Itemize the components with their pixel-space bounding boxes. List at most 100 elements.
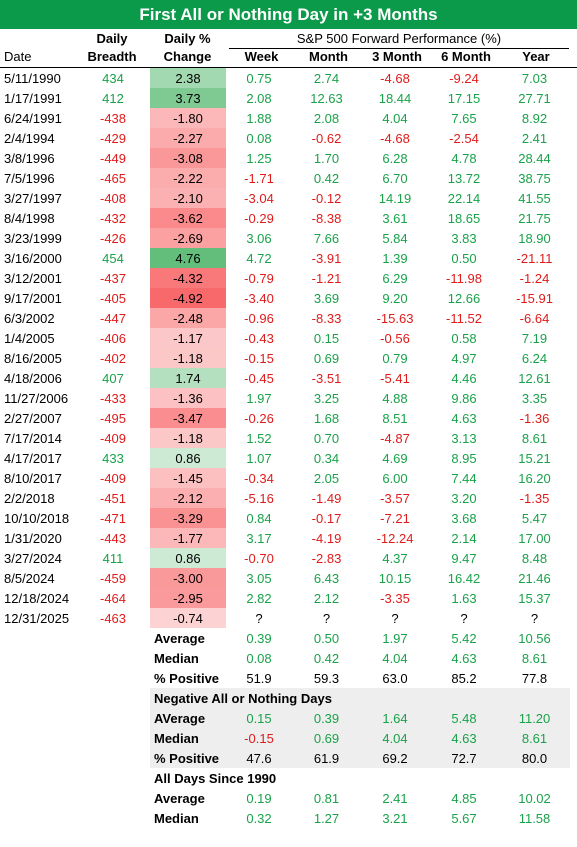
date-cell: 6/3/2002	[4, 310, 55, 326]
header-date: Date	[4, 49, 32, 64]
fwd-month-cell: -2.83	[311, 550, 342, 566]
summary-all-month-value: 0.50	[313, 630, 340, 646]
table-row: 8/16/2005 -402 -1.18 -0.15 0.69 0.79 4.97 6.24	[0, 348, 570, 368]
fwd-6month-cell: -11.98	[446, 270, 482, 286]
change-cell: -2.22	[150, 168, 226, 188]
fwd-week-cell: 0.75	[246, 70, 272, 86]
summary-all-days-row: Median 0.32 1.27 3.21 5.67 11.58	[0, 808, 570, 828]
fwd-3month-cell: 4.37	[382, 550, 408, 566]
header-breadth-line2: Breadth	[87, 49, 137, 64]
table-row: 2/2/2018 -451 -2.12 -5.16 -1.49 -3.57 3.20 -1.3…	[0, 488, 570, 508]
fwd-6month-cell: 4.63	[451, 410, 477, 426]
fwd-year-cell: 8.61	[521, 430, 548, 446]
fwd-year-cell: 21.46	[518, 570, 551, 586]
date-cell: 3/27/2024	[4, 550, 62, 566]
breadth-cell: -405	[99, 290, 127, 306]
spacer-cell	[76, 768, 150, 788]
change-cell: 0.86	[150, 548, 226, 568]
spacer-cell	[0, 768, 76, 788]
header-change-line1: Daily %	[164, 31, 211, 46]
fwd-month-cell: 12.63	[310, 90, 343, 106]
date-cell: 8/5/2024	[4, 570, 55, 586]
fwd-3month-cell: -0.56	[380, 330, 410, 346]
change-cell: -0.74	[150, 608, 226, 628]
date-cell: 2/4/1994	[4, 130, 55, 146]
fwd-month-cell: 1.68	[313, 410, 340, 426]
fwd-year-cell: 3.35	[521, 390, 548, 406]
fwd-3month-cell: 18.44	[378, 90, 412, 106]
change-cell: -2.10	[150, 188, 226, 208]
header-change-line2: Change	[163, 49, 212, 64]
breadth-cell: -471	[99, 510, 127, 526]
fwd-3month-cell: 6.29	[382, 270, 408, 286]
fwd-month-cell: -0.12	[311, 190, 342, 206]
spacer-cell	[76, 668, 150, 688]
fwd-6month-cell: 13.72	[447, 170, 481, 186]
fwd-week-cell: 3.06	[246, 230, 272, 246]
change-cell: -2.69	[150, 228, 226, 248]
spacer-cell	[76, 708, 150, 728]
fwd-6month-cell: 0.58	[451, 330, 477, 346]
change-cell: -4.32	[150, 268, 226, 288]
fwd-week-cell: -0.43	[244, 330, 274, 346]
fwd-month-cell: -0.62	[311, 130, 342, 146]
date-cell: 2/2/2018	[4, 490, 55, 506]
date-cell: 7/5/1996	[4, 170, 55, 186]
fwd-6month-cell: 3.20	[451, 490, 477, 506]
change-cell: -1.36	[150, 388, 226, 408]
fwd-6month-cell: 3.13	[451, 430, 477, 446]
table-row: 7/5/1996 -465 -2.22 -1.71 0.42 6.70 13.72 38.75	[0, 168, 570, 188]
date-cell: 11/27/2006	[4, 390, 69, 406]
fwd-6month-cell: 16.42	[447, 570, 481, 586]
summary-negative-row: % Positive 47.6 61.9 69.2 72.7 80.0	[0, 748, 570, 768]
fwd-3month-cell: ?	[391, 610, 399, 626]
spacer-cell	[0, 808, 76, 828]
fwd-year-cell: ?	[530, 610, 539, 626]
fwd-year-cell: 8.92	[521, 110, 548, 126]
table-row: 7/17/2014 -409 -1.18 1.52 0.70 -4.87 3.13 8.61	[0, 428, 570, 448]
fwd-3month-cell: -4.68	[380, 130, 410, 146]
breadth-cell: -443	[99, 530, 127, 546]
fwd-3month-cell: 5.84	[382, 230, 408, 246]
fwd-week-cell: -0.29	[244, 210, 274, 226]
fwd-month-cell: -8.33	[311, 310, 342, 326]
summary-all-days-6month-value: 4.85	[451, 790, 477, 806]
spacer-cell	[0, 708, 76, 728]
fwd-week-cell: 2.82	[246, 590, 272, 606]
fwd-month-cell: 2.74	[313, 70, 340, 86]
fwd-week-cell: -1.71	[244, 170, 274, 186]
fwd-3month-cell: 4.88	[382, 390, 408, 406]
summary-all-row: % Positive 51.9 59.3 63.0 85.2 77.8	[0, 668, 570, 688]
summary-negative-year-value: 8.61	[499, 728, 570, 748]
fwd-3month-cell: -4.87	[380, 430, 410, 446]
summary-all-6month-value: 4.63	[451, 650, 477, 666]
summary-all-month-value: 59.3	[313, 670, 340, 686]
fwd-year-cell: -1.24	[519, 270, 550, 286]
date-cell: 8/16/2005	[4, 350, 62, 366]
summary-all-3month-value: 4.04	[382, 650, 408, 666]
fwd-3month-cell: -7.21	[380, 510, 410, 526]
fwd-month-cell: -3.91	[311, 250, 342, 266]
page-title: First All or Nothing Day in +3 Months	[0, 0, 577, 29]
header-month: Month	[309, 49, 348, 64]
summary-negative-month-value: 61.9	[292, 748, 361, 768]
fwd-week-cell: -0.34	[244, 470, 274, 486]
spacer-cell	[76, 808, 150, 828]
fwd-3month-cell: 14.19	[378, 190, 412, 206]
fwd-week-cell: 2.08	[246, 90, 272, 106]
table-row: 4/17/2017 433 0.86 1.07 0.34 4.69 8.95 15.21	[0, 448, 570, 468]
change-cell: 0.86	[150, 448, 226, 468]
fwd-year-cell: 28.44	[518, 150, 551, 166]
breadth-cell: -409	[99, 430, 127, 446]
fwd-month-cell: 2.08	[313, 110, 340, 126]
fwd-year-cell: 15.37	[518, 590, 551, 606]
header-bottom-rule	[0, 67, 577, 68]
summary-negative-row: AVerage 0.15 0.39 1.64 5.48 11.20	[0, 708, 570, 728]
summary-negative-year-value: 11.20	[499, 708, 570, 728]
table-row: 1/31/2020 -443 -1.77 3.17 -4.19 -12.24 2.14 17.…	[0, 528, 570, 548]
fwd-3month-cell: 3.61	[382, 210, 408, 226]
summary-negative-month-value: 0.39	[292, 708, 361, 728]
spacer-cell	[0, 728, 76, 748]
fwd-6month-cell: 8.95	[451, 450, 477, 466]
table-row: 3/12/2001 -437 -4.32 -0.79 -1.21 6.29 -11.98 -1…	[0, 268, 570, 288]
